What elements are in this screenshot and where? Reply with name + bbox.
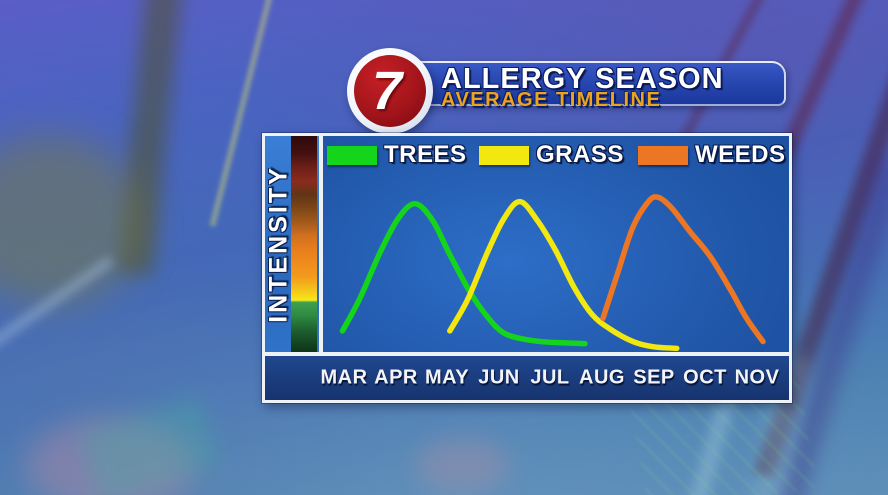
month-label: MAR [320, 366, 368, 389]
legend-item-weeds: WEEDS [638, 141, 786, 169]
allergy-curves-svg [339, 194, 766, 352]
background-blade [116, 0, 184, 277]
page-subtitle: AVERAGE TIMELINE [441, 89, 662, 111]
legend-swatch-grass [479, 145, 529, 165]
intensity-axis-label: INTENSITY [264, 165, 293, 323]
curve-grass [447, 198, 680, 352]
legend-label-weeds: WEEDS [695, 141, 786, 168]
background-blade [0, 255, 115, 351]
month-label: JUN [478, 366, 520, 389]
legend-swatch-weeds [638, 145, 688, 165]
background-blob [79, 394, 222, 495]
plot-area: TREES GRASS WEEDS [323, 136, 789, 352]
legend-item-trees: TREES [327, 141, 467, 169]
curve-weeds [600, 194, 766, 345]
header-banner: ALLERGY SEASON AVERAGE TIMELINE [395, 61, 786, 111]
legend: TREES GRASS WEEDS [323, 141, 789, 169]
month-label: NOV [734, 366, 780, 389]
month-axis: MAR APR MAY JUN JUL AUG SEP OCT NOV [265, 356, 789, 400]
background-blob [0, 135, 145, 305]
month-label: SEP [633, 366, 675, 389]
channel-7-icon: 7 [371, 61, 403, 121]
panel-divider-vertical [319, 136, 323, 352]
background-blob [415, 438, 510, 493]
month-label: AUG [579, 366, 625, 389]
intensity-colorbar [291, 136, 317, 352]
panel-divider-horizontal [265, 352, 789, 356]
legend-item-grass: GRASS [479, 141, 624, 169]
month-label: APR [374, 366, 418, 389]
legend-label-trees: TREES [384, 141, 467, 168]
page-title: ALLERGY SEASON [441, 63, 724, 95]
intensity-axis: INTENSITY [265, 136, 319, 352]
station-logo-circle: 7 [354, 55, 426, 127]
legend-label-grass: GRASS [536, 141, 624, 168]
month-label: JUL [530, 366, 570, 389]
legend-swatch-trees [327, 145, 377, 165]
month-label: OCT [683, 366, 727, 389]
chart-panel: INTENSITY TREES GRASS WEEDS [262, 133, 792, 403]
station-logo: 7 [347, 48, 433, 134]
curve-trees [339, 200, 588, 347]
background-blob [25, 418, 195, 495]
month-label: MAY [424, 366, 470, 389]
